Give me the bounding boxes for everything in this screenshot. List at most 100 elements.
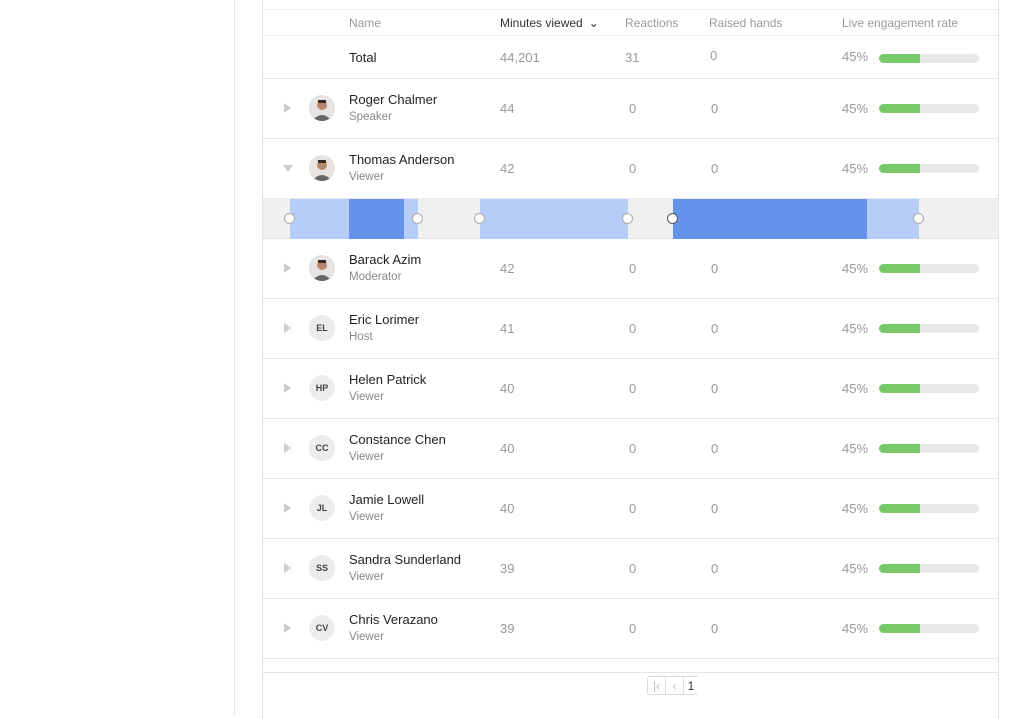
prev-page-icon[interactable]: ‹ — [666, 677, 684, 694]
table-row[interactable]: EL Eric Lorimer Host 41 0 0 45% — [263, 299, 998, 359]
engagement-fill — [879, 624, 920, 633]
attendee-role: Viewer — [349, 571, 384, 583]
engagement-rate: 45% — [842, 561, 869, 576]
timeline-segment — [867, 199, 919, 239]
caret-down-icon[interactable] — [283, 165, 293, 172]
minutes-viewed: 39 — [500, 561, 515, 576]
table-row[interactable]: Barack Azim Moderator 42 0 0 45% — [263, 239, 998, 299]
col-raised-hands[interactable]: Raised hands — [709, 16, 783, 30]
timeline-handle[interactable] — [667, 213, 678, 224]
reactions: 0 — [629, 321, 637, 336]
reactions: 0 — [629, 441, 637, 456]
minutes-viewed: 40 — [500, 501, 515, 516]
caret-right-icon[interactable] — [284, 323, 291, 333]
engagement-rate: 45% — [842, 441, 869, 456]
engagement-fill — [879, 324, 920, 333]
engagement-rate: 45% — [842, 501, 869, 516]
person-photo-icon — [309, 155, 335, 181]
engagement-fill — [879, 104, 920, 113]
caret-right-icon[interactable] — [284, 103, 291, 113]
first-page-icon[interactable]: |‹ — [648, 677, 666, 694]
total-minutes: 44,201 — [500, 50, 540, 65]
attendee-role: Viewer — [349, 391, 384, 403]
col-minutes-label: Minutes viewed — [500, 16, 583, 30]
raised-hands: 0 — [711, 101, 719, 116]
timeline-handle[interactable] — [474, 213, 485, 224]
attendee-role: Viewer — [349, 171, 384, 183]
attendee-role: Viewer — [349, 451, 384, 463]
reactions: 0 — [629, 501, 637, 516]
avatar: CV — [309, 615, 335, 641]
engagement-fill — [879, 564, 920, 573]
caret-right-icon[interactable] — [284, 383, 291, 393]
avatar — [309, 95, 335, 121]
attendee-name: Eric Lorimer — [349, 312, 420, 327]
table-row[interactable]: CV Chris Verazano Viewer 39 0 0 45% — [263, 599, 998, 659]
attendee-name: Chris Verazano — [349, 612, 438, 627]
engagement-rate: 45% — [842, 101, 869, 116]
engagement-timeline[interactable] — [263, 199, 998, 239]
minutes-viewed: 42 — [500, 261, 515, 276]
table-row[interactable]: CC Constance Chen Viewer 40 0 0 45% — [263, 419, 998, 479]
engagement-fill — [879, 384, 920, 393]
engagement-rate: 45% — [842, 161, 869, 176]
table-row[interactable]: SS Sandra Sunderland Viewer 39 0 0 45% — [263, 539, 998, 599]
attendee-role: Viewer — [349, 511, 384, 523]
caret-right-icon[interactable] — [284, 443, 291, 453]
engagement-bar — [879, 504, 979, 513]
col-engagement[interactable]: Live engagement rate — [842, 16, 959, 30]
attendee-name: Roger Chalmer — [349, 92, 438, 107]
total-rate: 45% — [842, 49, 869, 64]
engagement-bar — [879, 444, 979, 453]
minutes-viewed: 40 — [500, 381, 515, 396]
avatar: HP — [309, 375, 335, 401]
raised-hands: 0 — [711, 321, 719, 336]
engagement-bar — [879, 264, 979, 273]
table-row[interactable]: Roger Chalmer Speaker 44 0 0 45% — [263, 79, 998, 139]
timeline-handle[interactable] — [412, 213, 423, 224]
engagement-bar — [879, 164, 979, 173]
table-row[interactable]: JL Jamie Lowell Viewer 40 0 0 45% — [263, 479, 998, 539]
attendee-name: Barack Azim — [349, 252, 422, 267]
caret-right-icon[interactable] — [284, 503, 291, 513]
caret-right-icon[interactable] — [284, 263, 291, 273]
attendee-table: Name Minutes viewed ⌄ Reactions Raised ha… — [262, 0, 999, 719]
divider — [263, 672, 998, 673]
total-row: Total 44,201 31 0 45% — [263, 36, 998, 79]
caret-right-icon[interactable] — [284, 623, 291, 633]
caret-right-icon[interactable] — [284, 563, 291, 573]
page-number[interactable]: 1 — [687, 678, 695, 693]
engagement-rate: 45% — [842, 261, 869, 276]
attendee-name: Sandra Sunderland — [349, 552, 462, 567]
attendee-name: Thomas Anderson — [349, 152, 455, 167]
attendee-name: Constance Chen — [349, 432, 446, 447]
col-reactions[interactable]: Reactions — [625, 16, 679, 30]
engagement-rate: 45% — [842, 321, 869, 336]
engagement-rate: 45% — [842, 621, 869, 636]
raised-hands: 0 — [711, 501, 719, 516]
engagement-fill — [879, 504, 920, 513]
raised-hands: 0 — [711, 621, 719, 636]
avatar: EL — [309, 315, 335, 341]
col-name[interactable]: Name — [349, 16, 382, 30]
timeline-segment-active — [349, 199, 404, 239]
attendee-name: Helen Patrick — [349, 372, 427, 387]
avatar — [309, 255, 335, 281]
total-reactions: 31 — [625, 50, 640, 65]
person-photo-icon — [309, 255, 335, 281]
minutes-viewed: 42 — [500, 161, 515, 176]
sidebar-divider — [234, 0, 235, 715]
reactions: 0 — [629, 561, 637, 576]
minutes-viewed: 40 — [500, 441, 515, 456]
table-row[interactable]: Thomas Anderson Viewer 42 0 0 45% — [263, 139, 998, 199]
engagement-fill — [879, 164, 920, 173]
timeline-handle[interactable] — [913, 213, 924, 224]
timeline-segment-active — [673, 199, 867, 239]
engagement-bar — [879, 324, 979, 333]
table-row[interactable]: HP Helen Patrick Viewer 40 0 0 45% — [263, 359, 998, 419]
raised-hands: 0 — [711, 381, 719, 396]
timeline-handle[interactable] — [622, 213, 633, 224]
col-minutes-viewed[interactable]: Minutes viewed ⌄ — [500, 16, 599, 30]
attendee-role: Speaker — [349, 111, 392, 123]
timeline-handle[interactable] — [284, 213, 295, 224]
